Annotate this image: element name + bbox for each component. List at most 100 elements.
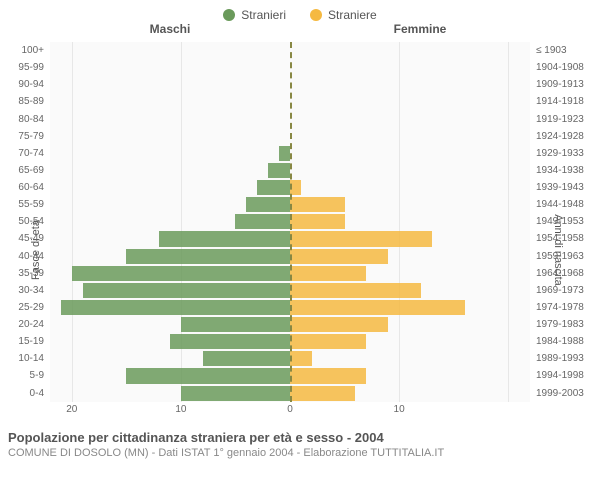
chart-footer: Popolazione per cittadinanza straniera p… [0, 422, 600, 459]
legend: Stranieri Straniere [0, 0, 600, 22]
male-half [50, 93, 290, 110]
bar-female [290, 317, 388, 332]
bar-female [290, 266, 366, 281]
male-half [50, 299, 290, 316]
birth-year-label: 1999-2003 [530, 388, 584, 399]
birth-year-label: 1934-1938 [530, 165, 584, 176]
age-label: 20-24 [18, 319, 50, 330]
age-label: 65-69 [18, 165, 50, 176]
birth-year-label: 1964-1968 [530, 268, 584, 279]
female-half [290, 265, 530, 282]
age-label: 45-49 [18, 233, 50, 244]
age-label: 30-34 [18, 285, 50, 296]
female-half [290, 162, 530, 179]
bar-male [159, 231, 290, 246]
male-half [50, 162, 290, 179]
bar-male [83, 283, 290, 298]
age-label: 35-39 [18, 268, 50, 279]
female-half [290, 282, 530, 299]
birth-year-label: 1969-1973 [530, 285, 584, 296]
birth-year-label: 1994-1998 [530, 370, 584, 381]
age-label: 80-84 [18, 114, 50, 125]
bar-male [181, 317, 290, 332]
circle-icon [310, 9, 322, 21]
age-label: 100+ [21, 45, 50, 56]
male-half [50, 350, 290, 367]
birth-year-label: 1979-1983 [530, 319, 584, 330]
birth-year-label: 1939-1943 [530, 182, 584, 193]
female-half [290, 299, 530, 316]
footer-subtitle: COMUNE DI DOSOLO (MN) - Dati ISTAT 1° ge… [8, 445, 592, 459]
age-label: 90-94 [18, 79, 50, 90]
age-label: 85-89 [18, 96, 50, 107]
female-half [290, 213, 530, 230]
bar-male [235, 214, 290, 229]
bar-male [61, 300, 290, 315]
bar-male [181, 386, 290, 401]
birth-year-label: 1959-1963 [530, 251, 584, 262]
female-half [290, 230, 530, 247]
column-headers: Maschi Femmine [0, 22, 600, 40]
male-half [50, 248, 290, 265]
male-half [50, 111, 290, 128]
birth-year-label: 1984-1988 [530, 336, 584, 347]
birth-year-label: 1914-1918 [530, 96, 584, 107]
bar-male [126, 368, 290, 383]
age-label: 5-9 [30, 370, 50, 381]
bar-male [126, 249, 290, 264]
male-half [50, 128, 290, 145]
age-label: 70-74 [18, 148, 50, 159]
bar-female [290, 368, 366, 383]
bar-female [290, 197, 345, 212]
female-half [290, 350, 530, 367]
x-axis: 2010010 [50, 402, 530, 422]
bar-male [72, 266, 290, 281]
female-half [290, 179, 530, 196]
female-half [290, 128, 530, 145]
male-half [50, 76, 290, 93]
legend-item-male: Stranieri [223, 8, 286, 22]
age-label: 75-79 [18, 131, 50, 142]
female-half [290, 93, 530, 110]
birth-year-label: 1909-1913 [530, 79, 584, 90]
age-label: 55-59 [18, 199, 50, 210]
age-label: 0-4 [30, 388, 50, 399]
male-half [50, 59, 290, 76]
male-half [50, 385, 290, 402]
male-half [50, 316, 290, 333]
population-pyramid-chart: Stranieri Straniere Maschi Femmine Fasce… [0, 0, 600, 500]
legend-label-female: Straniere [328, 8, 377, 22]
footer-title: Popolazione per cittadinanza straniera p… [8, 430, 592, 445]
birth-year-label: ≤ 1903 [530, 45, 567, 56]
bar-female [290, 300, 465, 315]
birth-year-label: 1989-1993 [530, 353, 584, 364]
birth-year-label: 1974-1978 [530, 302, 584, 313]
bar-male [203, 351, 290, 366]
x-tick-label: 20 [66, 404, 77, 415]
bar-male [170, 334, 290, 349]
male-half [50, 196, 290, 213]
circle-icon [223, 9, 235, 21]
male-half [50, 333, 290, 350]
bar-female [290, 351, 312, 366]
center-line [290, 42, 292, 402]
age-label: 50-54 [18, 216, 50, 227]
bar-female [290, 214, 345, 229]
female-half [290, 248, 530, 265]
birth-year-label: 1929-1933 [530, 148, 584, 159]
column-header-left: Maschi [0, 22, 300, 36]
female-half [290, 333, 530, 350]
age-label: 10-14 [18, 353, 50, 364]
bar-female [290, 334, 366, 349]
legend-label-male: Stranieri [241, 8, 286, 22]
birth-year-label: 1904-1908 [530, 62, 584, 73]
male-half [50, 230, 290, 247]
birth-year-label: 1944-1948 [530, 199, 584, 210]
x-tick-label: 10 [175, 404, 186, 415]
birth-year-label: 1949-1953 [530, 216, 584, 227]
x-tick-label: 0 [287, 404, 293, 415]
bar-male [257, 180, 290, 195]
plot-area: 100+≤ 190395-991904-190890-941909-191385… [50, 42, 530, 402]
birth-year-label: 1924-1928 [530, 131, 584, 142]
birth-year-label: 1954-1958 [530, 233, 584, 244]
